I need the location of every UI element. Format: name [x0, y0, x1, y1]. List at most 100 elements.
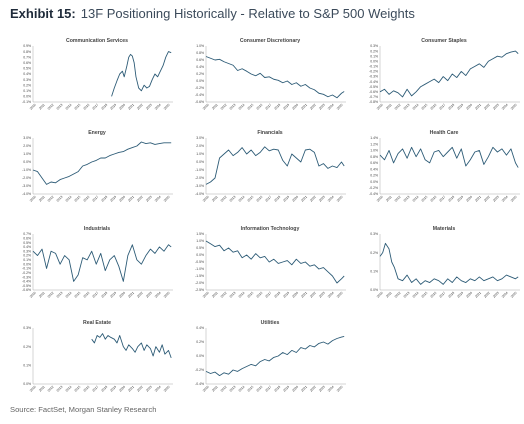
y-tick-label: -0.2% [195, 368, 204, 372]
x-tick-label: 2024 [501, 291, 509, 299]
x-tick-label: 2025 [336, 103, 344, 111]
y-tick-label: 0.5% [23, 241, 31, 245]
y-tick-label: 0.1% [23, 89, 31, 93]
y-tick-label: 0.3% [23, 249, 31, 253]
x-tick-label: 2015 [74, 195, 82, 203]
x-tick-label: 2010 [202, 291, 210, 299]
x-tick-label: 2023 [492, 291, 500, 299]
x-tick-label: 2023 [492, 103, 500, 111]
y-tick-label: -0.2% [22, 271, 31, 275]
x-tick-label: 2023 [145, 195, 153, 203]
x-tick-label: 2017 [91, 195, 99, 203]
x-tick-label: 2021 [127, 385, 135, 393]
chart-panel: Financials 3.0% 2.0% 1.0% 0.0% -1.0% -2.0% -3.0… [195, 130, 346, 203]
y-tick-label: 0.5% [23, 67, 31, 71]
x-tick-label: 2018 [273, 103, 281, 111]
x-tick-label: 2020 [118, 385, 126, 393]
y-tick-label: 0.2% [196, 340, 204, 344]
series-line [32, 141, 172, 185]
y-tick-label: -0.2% [195, 86, 204, 90]
x-tick-label: 2021 [300, 291, 308, 299]
x-tick-label: 2013 [403, 103, 411, 111]
x-tick-label: 2014 [238, 385, 246, 393]
x-tick-label: 2010 [202, 195, 210, 203]
series-line [205, 335, 345, 377]
x-tick-label: 2025 [163, 195, 171, 203]
y-tick-label: 0.3% [23, 326, 31, 330]
y-tick-label: 0.1% [23, 364, 31, 368]
y-tick-label: 0.3% [370, 232, 378, 236]
y-tick-label: 0.7% [23, 55, 31, 59]
x-tick-label: 2019 [456, 195, 464, 203]
y-tick-label: 2.0% [196, 144, 204, 148]
x-tick-label: 2023 [318, 385, 326, 393]
x-tick-label: 2022 [309, 291, 317, 299]
x-tick-label: 2015 [421, 103, 429, 111]
x-tick-label: 2020 [465, 195, 473, 203]
x-tick-label: 2018 [100, 195, 108, 203]
chart-title: Health Care [430, 130, 459, 136]
chart-title: Real Estate [83, 320, 111, 326]
y-tick-label: 1.5% [196, 232, 204, 236]
y-tick-label: -0.4% [369, 192, 378, 196]
x-tick-label: 2014 [238, 291, 246, 299]
x-tick-label: 2021 [127, 195, 135, 203]
x-tick-label: 2021 [300, 195, 308, 203]
exhibit-title: Exhibit 15: 13F Positioning Historically … [10, 6, 415, 21]
chart-panel: Information Technology 1.5% 1.0% 0.5% 0.0% -0… [195, 226, 346, 299]
x-tick-label: 2016 [429, 103, 437, 111]
y-tick-label: -0.5% [195, 260, 204, 264]
y-tick-label: 0.6% [23, 61, 31, 65]
x-tick-label: 2011 [211, 195, 219, 203]
x-tick-label: 2010 [29, 195, 37, 203]
x-tick-label: 2020 [465, 103, 473, 111]
y-tick-label: 0.0% [370, 59, 378, 63]
x-tick-label: 2014 [238, 103, 246, 111]
x-tick-label: 2011 [38, 195, 46, 203]
x-tick-label: 2016 [255, 291, 263, 299]
x-tick-label: 2018 [273, 291, 281, 299]
x-tick-label: 2025 [163, 291, 171, 299]
y-tick-label: -0.6% [369, 90, 378, 94]
x-tick-label: 2020 [118, 195, 126, 203]
y-tick-label: 0.0% [23, 95, 31, 99]
y-tick-label: 1.2% [370, 142, 378, 146]
y-tick-label: -0.3% [22, 275, 31, 279]
x-tick-label: 2013 [403, 291, 411, 299]
x-tick-label: 2011 [211, 385, 219, 393]
y-tick-label: -4.0% [22, 192, 31, 196]
x-tick-label: 2016 [429, 195, 437, 203]
x-tick-label: 2012 [47, 291, 55, 299]
x-tick-label: 2021 [127, 291, 135, 299]
x-tick-label: 2024 [327, 103, 335, 111]
x-tick-label: 2018 [273, 195, 281, 203]
x-tick-label: 2023 [318, 291, 326, 299]
x-tick-label: 2014 [238, 195, 246, 203]
x-tick-label: 2018 [100, 385, 108, 393]
x-tick-label: 2016 [82, 103, 90, 111]
x-tick-label: 2022 [136, 385, 144, 393]
y-tick-label: -2.0% [195, 176, 204, 180]
y-tick-label: -0.3% [369, 75, 378, 79]
x-tick-label: 2016 [255, 385, 263, 393]
x-tick-label: 2022 [136, 195, 144, 203]
x-tick-label: 2018 [100, 103, 108, 111]
x-tick-label: 2013 [229, 291, 237, 299]
x-tick-label: 2012 [394, 195, 402, 203]
y-tick-label: 0.9% [23, 44, 31, 48]
x-tick-label: 2022 [136, 103, 144, 111]
x-tick-label: 2019 [456, 103, 464, 111]
x-tick-label: 2024 [154, 195, 162, 203]
y-tick-label: -0.6% [22, 288, 31, 292]
y-tick-label: -0.1% [369, 65, 378, 69]
series-line [205, 146, 345, 185]
x-tick-label: 2020 [118, 103, 126, 111]
chart-panel: Health Care 1.4% 1.2% 1.0% 0.8% 0.6% 0.4% 0.2% 0… [369, 130, 520, 203]
x-tick-label: 2021 [474, 195, 482, 203]
x-tick-label: 2013 [56, 291, 64, 299]
x-tick-label: 2024 [327, 195, 335, 203]
y-tick-label: 1.0% [196, 152, 204, 156]
x-tick-label: 2020 [465, 291, 473, 299]
x-tick-label: 2014 [412, 291, 420, 299]
